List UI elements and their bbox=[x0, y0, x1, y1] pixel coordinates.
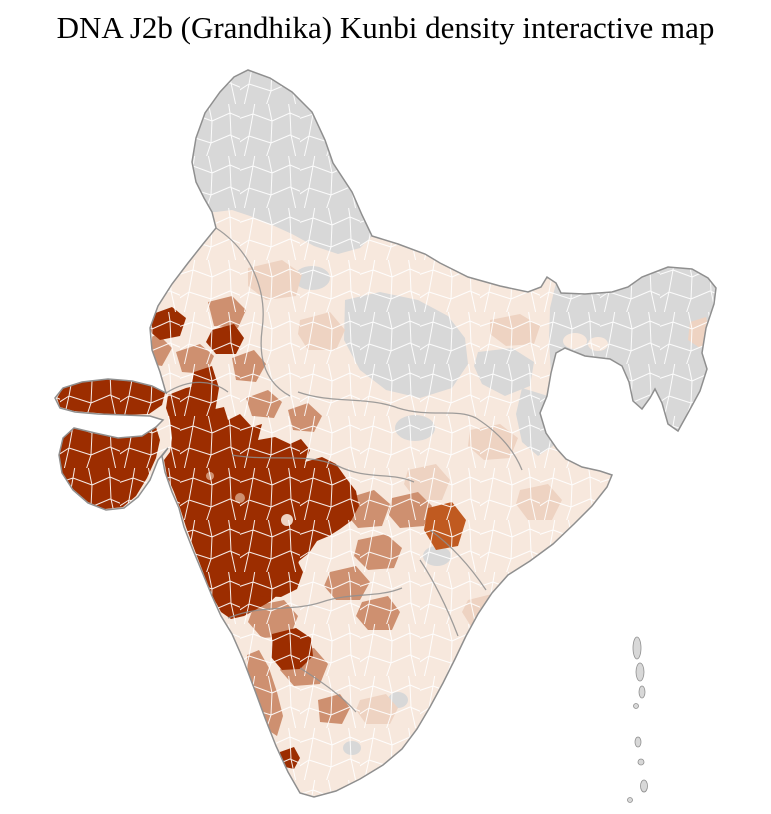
andaman-nicobar-islands[interactable] bbox=[627, 636, 648, 803]
island[interactable] bbox=[635, 662, 645, 682]
island[interactable] bbox=[633, 703, 639, 709]
state-borders bbox=[165, 227, 523, 713]
state-border-line bbox=[165, 381, 229, 394]
island[interactable] bbox=[640, 779, 648, 793]
state-border-line bbox=[419, 559, 459, 637]
state-border-line bbox=[231, 454, 415, 483]
island[interactable] bbox=[634, 736, 642, 748]
state-border-line bbox=[227, 587, 403, 619]
state-border-line bbox=[215, 227, 291, 397]
state-border-line bbox=[297, 391, 477, 419]
island[interactable] bbox=[637, 758, 645, 766]
district-grid-overlay bbox=[55, 70, 716, 797]
page-title: DNA J2b (Grandhika) Kunbi density intera… bbox=[56, 10, 715, 45]
island[interactable] bbox=[632, 636, 642, 660]
state-border-line bbox=[299, 667, 357, 713]
state-border-line bbox=[475, 417, 523, 471]
island[interactable] bbox=[627, 797, 633, 803]
island[interactable] bbox=[638, 685, 646, 699]
state-border-line bbox=[429, 529, 487, 591]
